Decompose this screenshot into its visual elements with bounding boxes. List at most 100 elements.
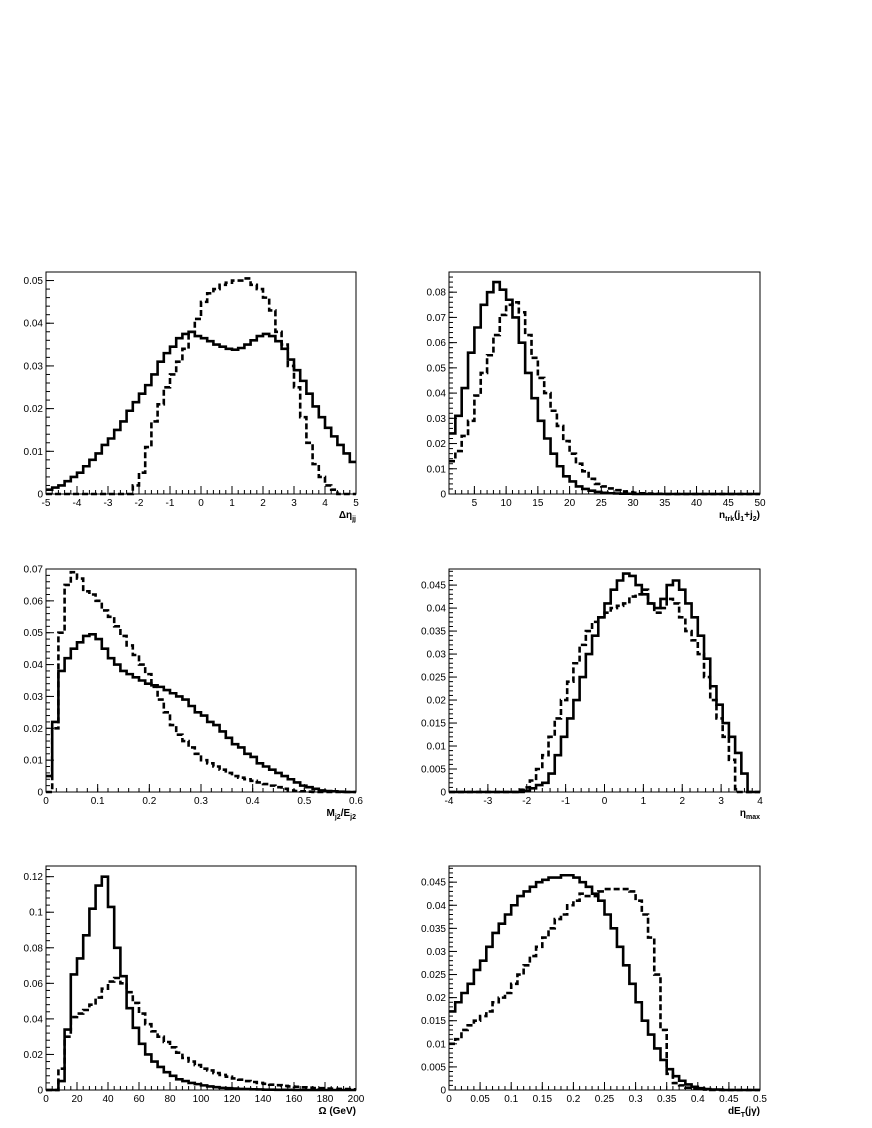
x-tick-label: 0 xyxy=(43,1094,49,1105)
y-tick-label: 0.05 xyxy=(427,363,447,374)
y-tick-label: 0.015 xyxy=(421,1016,446,1027)
x-tick-label: -3 xyxy=(483,796,492,807)
y-tick-label: 0.01 xyxy=(427,742,447,753)
x-axis-label: Δηjj xyxy=(339,510,356,523)
x-tick-label: 0.4 xyxy=(246,796,260,807)
x-tick-label: -2 xyxy=(135,498,144,509)
chart-panel-4: 0 0.005 0.01 0.015 0.02 0.025 0.03 0.035 0.04 0.0… xyxy=(421,568,763,821)
y-tick-label: 0 xyxy=(37,1086,43,1097)
y-tick-label: 0.02 xyxy=(24,404,44,415)
histogram-dashed-series xyxy=(449,300,760,496)
y-tick-label: 0.07 xyxy=(427,313,447,324)
y-tick-label: 0 xyxy=(440,490,446,501)
y-tick-label: 0.06 xyxy=(427,338,447,349)
y-tick-label: 0.02 xyxy=(24,724,44,735)
y-tick-label: 0.04 xyxy=(24,660,44,671)
y-tick-label: 0.03 xyxy=(24,692,44,703)
x-axis-label: Mj2/Ej2 xyxy=(327,808,357,821)
y-tick-label: 0.025 xyxy=(421,673,446,684)
x-tick-label: 1 xyxy=(229,498,235,509)
x-axis-label: dET(jγ) xyxy=(728,1106,760,1119)
y-tick-label: 0.04 xyxy=(24,319,44,330)
y-tick-label: 0.005 xyxy=(421,765,446,776)
y-tick-label: 0.04 xyxy=(24,1014,44,1025)
y-tick-label: 0.06 xyxy=(24,979,44,990)
x-tick-label: 35 xyxy=(659,498,671,509)
y-tick-label: 0.01 xyxy=(427,464,447,475)
y-tick-label: 0.03 xyxy=(427,947,447,958)
y-tick-label: 0.045 xyxy=(421,878,446,889)
y-tick-label: 0 xyxy=(37,788,43,799)
chart-panel-5: 0 0.02 0.04 0.06 0.08 0.1 0.12 0 20 40 60 80 100 120 1… xyxy=(24,865,365,1117)
x-tick-label: 3 xyxy=(291,498,297,509)
histogram-solid-series xyxy=(46,633,356,794)
y-tick-label: 0.01 xyxy=(24,447,44,458)
y-tick-label: 0.035 xyxy=(421,924,446,935)
histogram-solid-series xyxy=(46,875,356,1092)
y-tick-label: 0.03 xyxy=(427,414,447,425)
x-tick-label: 4 xyxy=(757,796,763,807)
x-tick-label: 0.1 xyxy=(91,796,105,807)
x-tick-label: 2 xyxy=(679,796,685,807)
y-tick-label: 0.05 xyxy=(24,628,44,639)
x-tick-label: -4 xyxy=(445,796,454,807)
x-tick-label: 40 xyxy=(691,498,703,509)
y-tick-label: 0.07 xyxy=(24,565,44,576)
plot-frame xyxy=(45,865,357,1091)
x-tick-label: 25 xyxy=(596,498,608,509)
x-tick-label: 0 xyxy=(602,796,608,807)
y-tick-label: 0.02 xyxy=(427,993,447,1004)
histogram-solid-series xyxy=(449,280,760,496)
y-tick-label: 0.02 xyxy=(24,1050,44,1061)
x-tick-label: -3 xyxy=(104,498,113,509)
x-tick-label: 0 xyxy=(43,796,49,807)
x-tick-label: 0.4 xyxy=(691,1094,705,1105)
x-tick-label: 40 xyxy=(102,1094,114,1105)
x-tick-label: -1 xyxy=(561,796,570,807)
y-tick-label: 0.04 xyxy=(427,389,447,400)
x-tick-label: -2 xyxy=(522,796,531,807)
x-axis-label: ntrk(j1+j2) xyxy=(719,510,760,523)
y-tick-label: 0 xyxy=(440,1086,446,1097)
x-tick-label: -4 xyxy=(73,498,82,509)
x-tick-label: -1 xyxy=(166,498,175,509)
y-tick-label: 0.08 xyxy=(427,288,447,299)
x-tick-label: 3 xyxy=(718,796,724,807)
y-tick-label: 0.02 xyxy=(427,439,447,450)
y-tick-label: 0.02 xyxy=(427,696,447,707)
chart-panel-2: 0 0.01 0.02 0.03 0.04 0.05 0.06 0.07 0.08 5 10 15 20… xyxy=(427,271,766,523)
histogram-dashed-series xyxy=(46,277,356,496)
x-tick-label: 0.2 xyxy=(566,1094,580,1105)
y-tick-label: 0.035 xyxy=(421,627,446,638)
x-tick-label: 0.5 xyxy=(297,796,311,807)
y-tick-label: 0.05 xyxy=(24,276,44,287)
y-tick-label: 0.04 xyxy=(427,901,447,912)
x-tick-label: 30 xyxy=(627,498,639,509)
x-tick-label: 15 xyxy=(532,498,544,509)
y-tick-label: 0.06 xyxy=(24,596,44,607)
x-tick-label: 140 xyxy=(255,1094,272,1105)
chart-panel-3: 0 0.01 0.02 0.03 0.04 0.05 0.06 0.07 0 0.1 0.2 0.3 0… xyxy=(24,565,364,822)
x-tick-label: 0.6 xyxy=(349,796,363,807)
y-tick-label: 0.03 xyxy=(24,361,44,372)
histogram-dashed-series xyxy=(46,570,356,794)
x-tick-label: 60 xyxy=(133,1094,145,1105)
y-tick-label: 0.1 xyxy=(29,908,43,919)
x-tick-label: 0.1 xyxy=(504,1094,518,1105)
chart-panel-6: 0 0.005 0.01 0.015 0.02 0.025 0.03 0.035 0.04 0.0… xyxy=(421,865,767,1119)
x-tick-label: 200 xyxy=(348,1094,365,1105)
y-tick-label: 0.08 xyxy=(24,943,44,954)
x-tick-label: 120 xyxy=(224,1094,241,1105)
x-tick-label: 100 xyxy=(193,1094,210,1105)
x-tick-label: 0.3 xyxy=(629,1094,643,1105)
x-tick-label: 0.25 xyxy=(595,1094,615,1105)
histogram-dashed-series xyxy=(46,976,356,1092)
y-tick-label: 0.03 xyxy=(427,650,447,661)
x-tick-label: 0.05 xyxy=(470,1094,490,1105)
x-tick-label: 20 xyxy=(71,1094,83,1105)
x-tick-label: 1 xyxy=(641,796,647,807)
x-tick-label: 4 xyxy=(322,498,328,509)
x-tick-label: 20 xyxy=(564,498,576,509)
y-tick-label: 0.01 xyxy=(427,1039,447,1050)
